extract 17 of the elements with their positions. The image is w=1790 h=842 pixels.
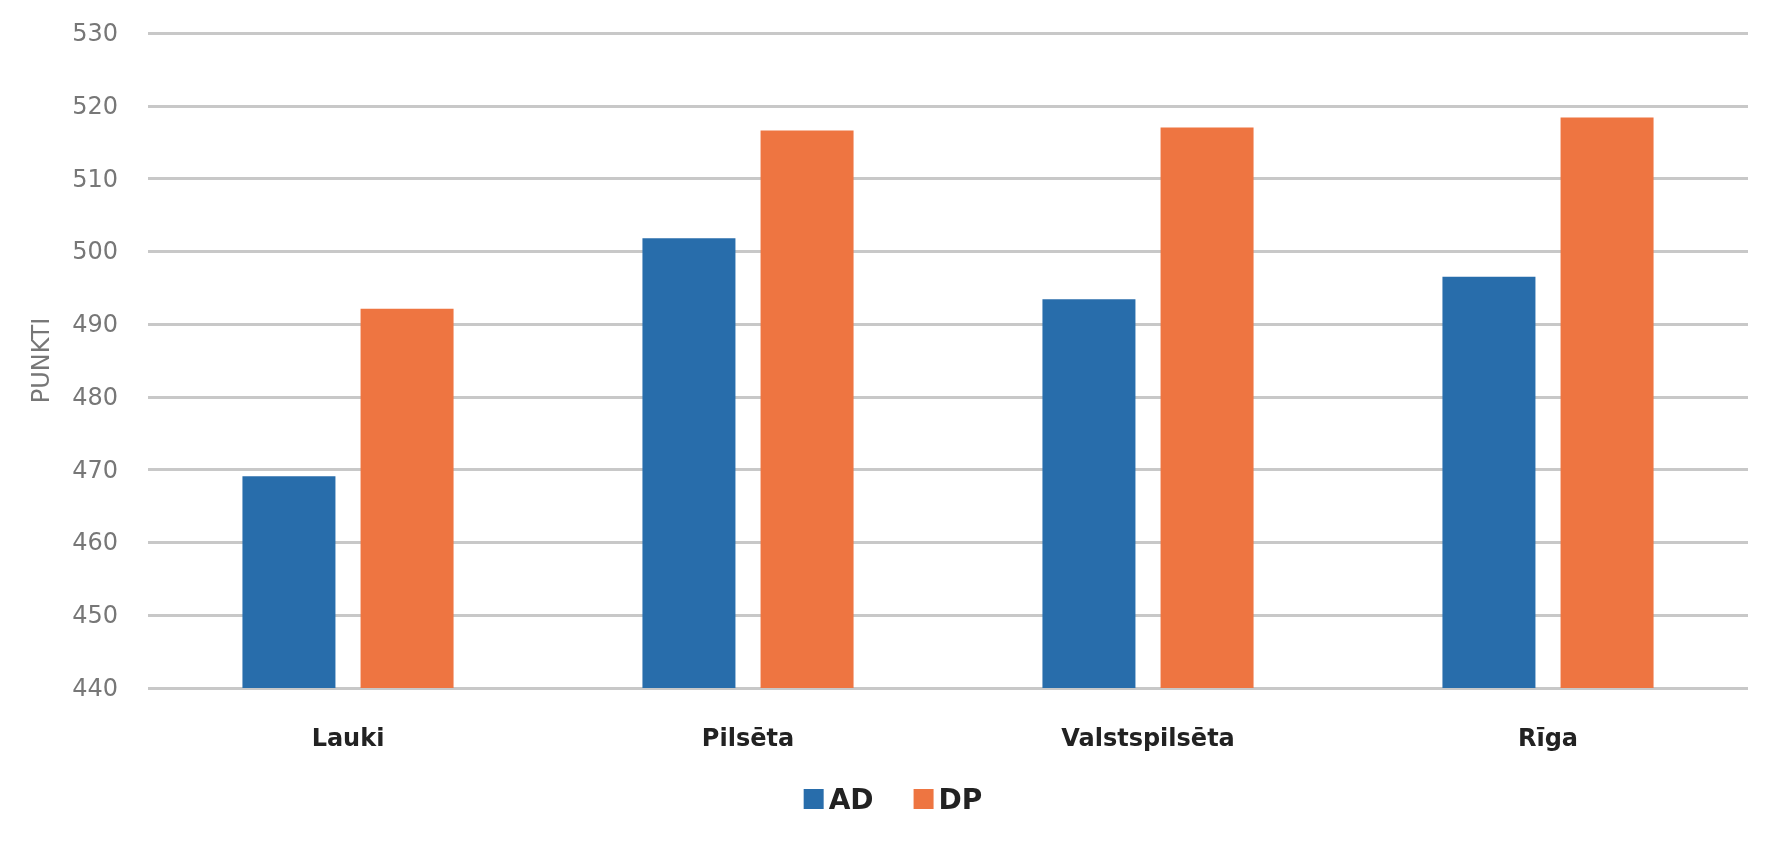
y-tick-label: 510 (72, 164, 118, 193)
legend-label: AD (828, 782, 874, 816)
y-tick-label: 440 (72, 674, 118, 702)
x-tick-label: Pilsēta (701, 724, 795, 752)
y-tick-label: 500 (72, 237, 118, 266)
y-tick-label: 480 (72, 382, 118, 411)
x-tick-label: Rīga (1517, 724, 1579, 752)
y-tick-label: 450 (72, 601, 118, 630)
y-tick-label: 530 (72, 19, 118, 47)
y-tick-label: 460 (72, 528, 118, 557)
y-tick-label: 470 (72, 455, 118, 484)
x-tick-label: Valstspilsēta (1061, 724, 1235, 752)
legend-label: DP (938, 782, 983, 816)
x-tick-label: Lauki (311, 724, 385, 752)
y-tick-label: 490 (72, 310, 118, 339)
y-tick-label: 520 (72, 91, 118, 120)
y-axis-title: PUNKTI (27, 317, 55, 404)
